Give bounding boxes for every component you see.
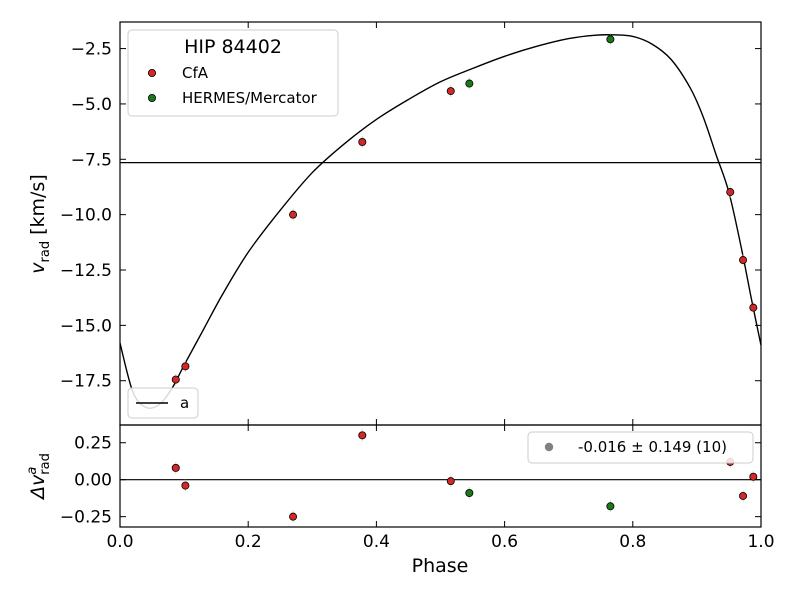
rv-legend-title: HIP 84402 [184,36,282,58]
rv-legend: HIP 84402 CfA HERMES/Mercator [127,29,339,117]
rv-y-label-unit: [km/s] [27,174,49,235]
residual-legend-box [527,431,754,464]
rv-y-tick-label: −7.5 [71,150,112,170]
model-legend: a [127,387,199,419]
residual-legend: -0.016 ± 0.149 (10) [527,431,754,464]
residual-point-hermes-mercator [465,488,474,497]
x-tick-label: 0.2 [235,532,262,552]
rv-y-tick-label: −2.5 [71,40,112,60]
legend-marker-cfa [147,69,156,78]
residual-point-cfa [358,431,367,440]
legend-label-hermes: HERMES/Mercator [182,89,318,107]
rv-y-tick-label: −15.0 [60,316,112,336]
x-tick-label: 0.8 [619,532,646,552]
rv-point-cfa [181,362,190,371]
rv-point-cfa [171,375,180,384]
rv-data-points [171,33,758,386]
residual-y-tick-label: 0.25 [74,434,112,454]
legend-marker-hermes [147,94,156,103]
rv-y-tick-label: −5.0 [71,95,112,115]
model-legend-label: a [180,394,189,412]
rv-point-cfa [749,303,758,312]
rv-y-ticks: −2.5 −5.0 −7.5 −10.0 −12.5 −15.0 −17.5 [60,40,761,392]
residual-point-hermes-mercator [606,502,615,511]
rv-y-label-sub: rad [38,241,53,263]
rv-point-cfa [446,87,455,96]
residual-y-tick-label: 0.00 [74,471,112,491]
rv-y-axis-label: vrad [km/s] [27,174,53,273]
residual-point-cfa [749,472,758,481]
residual-panel: 0.25 0.00 −0.25 -0.016 ± 0.149 (10) Δvarad [25,424,762,528]
rv-point-cfa [726,188,735,197]
residual-point-cfa [181,481,190,490]
residual-legend-marker [544,442,554,452]
x-tick-labels: 0.0 0.2 0.4 0.6 0.8 1.0 [106,532,774,552]
rv-y-tick-label: −17.5 [60,372,112,392]
rv-point-cfa [358,138,367,147]
x-tick-label: 0.6 [491,532,518,552]
legend-label-cfa: CfA [182,64,209,82]
rv-y-tick-label: −10.0 [60,206,112,226]
residual-legend-label: -0.016 ± 0.149 (10) [578,438,727,456]
residual-point-cfa [171,463,180,472]
rv-panel: −2.5 −5.0 −7.5 −10.0 −12.5 −15.0 −17.5 HIP 844… [27,21,762,426]
rv-point-cfa [739,256,748,265]
residual-panel-frame [119,424,762,528]
x-axis-label: Phase [412,555,469,577]
rv-x-ticks [119,22,762,425]
rv-point-hermes-mercator [465,79,474,88]
x-tick-label: 0.4 [363,532,390,552]
x-tick-label: 1.0 [747,532,774,552]
residual-y-ticks: 0.25 0.00 −0.25 [60,434,761,528]
residual-data-points [171,429,758,523]
residual-point-cfa [446,477,455,486]
residual-y-axis-label: Δvarad [25,453,53,501]
residual-y-label-sub: rad [38,453,53,475]
residual-y-label-base: Δv [27,474,49,501]
x-tick-label: 0.0 [106,532,133,552]
rv-y-tick-label: −12.5 [60,261,112,281]
rv-y-label-base: v [27,262,49,274]
residual-x-ticks [119,425,762,527]
residual-y-tick-label: −0.25 [60,508,112,528]
rv-point-hermes-mercator [606,35,615,44]
rv-point-cfa [289,210,298,219]
rv-legend-box [127,29,339,117]
residual-y-label-sup: a [25,467,40,475]
residual-point-cfa [289,512,298,521]
residual-point-cfa [739,491,748,500]
